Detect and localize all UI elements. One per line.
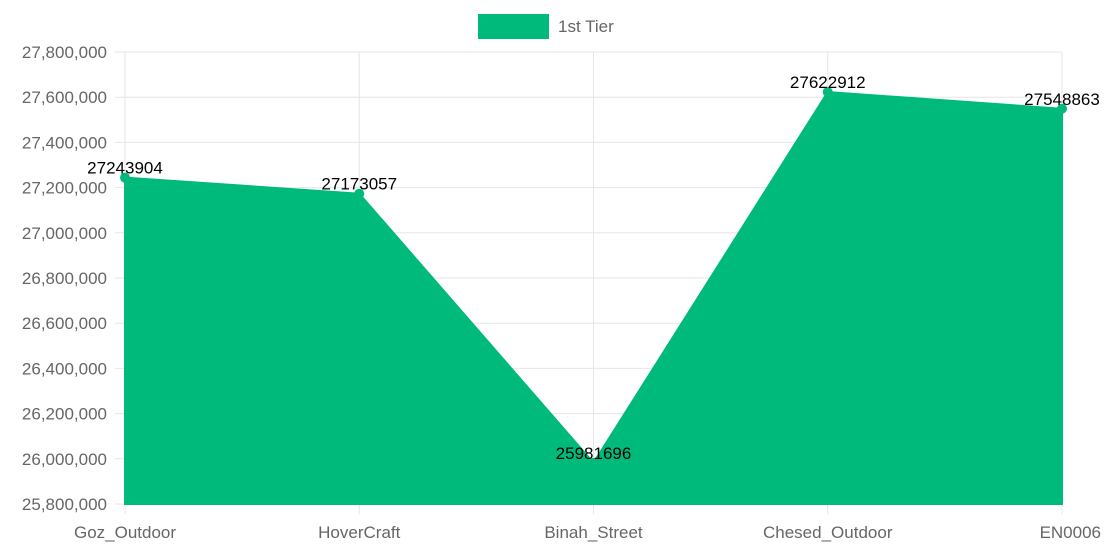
y-tick-label: 26,200,000 bbox=[22, 405, 107, 424]
y-axis-ticks: 27,800,000 27,600,000 27,400,000 27,200,000… bbox=[22, 43, 107, 514]
data-point bbox=[822, 87, 833, 98]
data-point bbox=[1057, 103, 1067, 114]
x-tick-label: Chesed_Outdoor bbox=[763, 523, 893, 542]
y-tick-label: 27,800,000 bbox=[22, 43, 107, 62]
x-tick-label: Goz_Outdoor bbox=[74, 523, 176, 542]
y-tick-label: 27,200,000 bbox=[22, 179, 107, 198]
x-tick-label: EN0006 bbox=[1040, 523, 1101, 542]
data-label: 25981696 bbox=[556, 444, 632, 463]
data-label: 27173057 bbox=[321, 175, 397, 194]
data-label: 27243904 bbox=[87, 159, 163, 178]
x-axis-ticks: Goz_Outdoor HoverCraft Binah_Street Chesed_… bbox=[74, 523, 1101, 542]
data-label: 27548863 bbox=[1024, 90, 1100, 109]
legend-swatch[interactable] bbox=[478, 14, 549, 39]
legend[interactable]: 1st Tier bbox=[478, 14, 614, 39]
x-tick-label: HoverCraft bbox=[318, 523, 400, 542]
y-tick-label: 26,800,000 bbox=[22, 269, 107, 288]
y-tick-label: 26,600,000 bbox=[22, 314, 107, 333]
legend-label[interactable]: 1st Tier bbox=[558, 17, 614, 36]
y-tick-label: 25,800,000 bbox=[22, 495, 107, 514]
data-point bbox=[354, 188, 365, 199]
y-tick-label: 26,400,000 bbox=[22, 359, 107, 378]
y-tick-label: 27,000,000 bbox=[22, 224, 107, 243]
x-tick-label: Binah_Street bbox=[544, 523, 643, 542]
series-points bbox=[120, 87, 1067, 468]
data-label: 27622912 bbox=[790, 73, 866, 92]
data-point bbox=[588, 457, 599, 468]
data-labels: 27243904 27173057 25981696 27622912 27548863 bbox=[87, 73, 1100, 463]
y-tick-label: 27,400,000 bbox=[22, 133, 107, 152]
data-point bbox=[120, 172, 130, 183]
y-tick-label: 27,600,000 bbox=[22, 88, 107, 107]
y-tick-label: 26,000,000 bbox=[22, 450, 107, 469]
